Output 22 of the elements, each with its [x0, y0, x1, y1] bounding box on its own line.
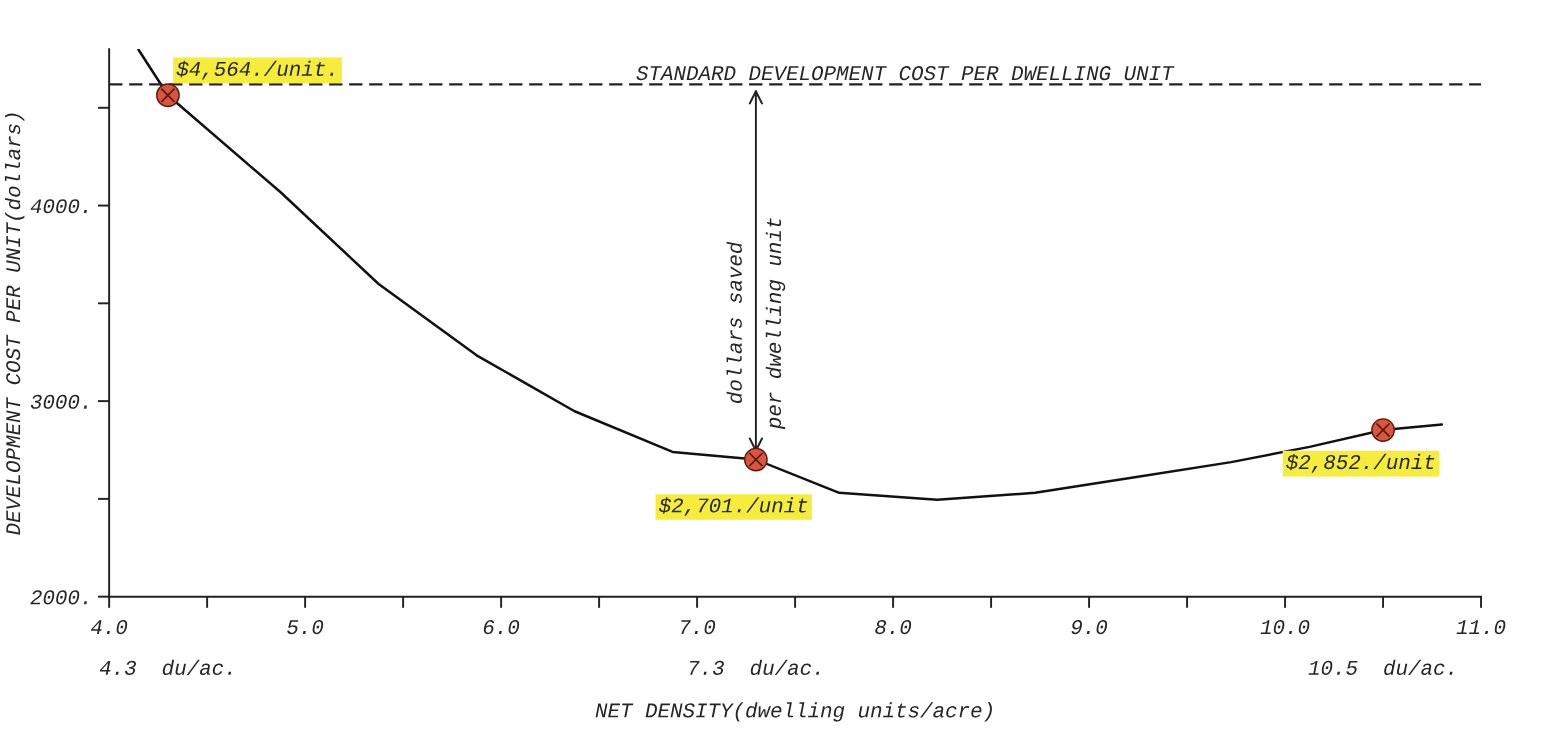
- x-tick-label: 10.0: [1260, 620, 1310, 635]
- text: 4.3 du/ac.: [99, 659, 232, 675]
- x-tick-label: 7.0: [681, 620, 716, 635]
- ref-line-label: STANDARD DEVELOPMENT COST PER DWELLING UNIT: [636, 66, 1175, 81]
- y-tick-label: 4000.: [30, 199, 87, 214]
- annotation: dollars saved: [726, 241, 742, 404]
- data-label: $2,701./unit: [659, 497, 808, 517]
- x-tick-label: 8.0: [875, 620, 912, 635]
- text: 7.3 du/ac.: [690, 659, 820, 675]
- x-tick-label: 5.0: [287, 620, 324, 635]
- x-tick-label: 4.0: [90, 620, 128, 635]
- data-label: $2,852./unit: [1286, 453, 1435, 473]
- x-axis-title: NET DENSITY(dwelling units/acre): [595, 702, 992, 722]
- annotation: per dwelling unit: [765, 218, 786, 430]
- data-label: $4,564./unit.: [176, 60, 334, 80]
- y-tick-label: 3000.: [30, 394, 87, 409]
- y-axis-title: DEVELOPMENT COST PER UNIT(dollars): [4, 113, 25, 535]
- y-tick-label: 2000.: [30, 590, 87, 605]
- x-tick-label: 9.0: [1071, 620, 1108, 635]
- text: 10.5 du/ac.: [1308, 659, 1453, 675]
- x-tick-label: 6.0: [483, 620, 520, 635]
- x-tick-label: 11.0: [1456, 620, 1506, 635]
